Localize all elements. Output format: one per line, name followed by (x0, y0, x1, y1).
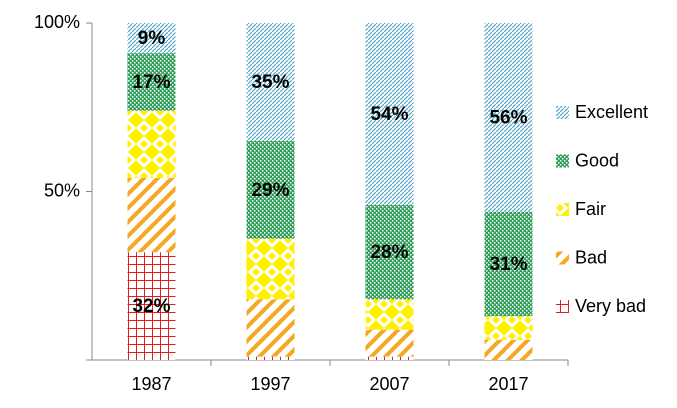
value-label: 17% (132, 72, 170, 93)
bar-segment (246, 299, 295, 357)
bar-segment (127, 23, 176, 54)
value-label: 54% (370, 104, 408, 125)
legend-swatch (556, 203, 569, 216)
bar-segment (127, 110, 176, 179)
legend-swatch (556, 154, 569, 168)
x-tick-label: 2007 (369, 374, 409, 394)
bar-segment (127, 252, 176, 360)
y-tick-label: 100% (34, 12, 80, 32)
x-tick-label: 2017 (488, 374, 528, 394)
legend-label: Very bad (575, 296, 646, 316)
bar-segment (484, 316, 533, 340)
bar-segment (246, 238, 295, 300)
legend-label: Excellent (575, 102, 648, 122)
bar-segment (246, 140, 295, 239)
legend-label: Fair (575, 199, 606, 219)
bar-segment (365, 204, 414, 300)
bar-segment (365, 356, 414, 360)
bar-segment (365, 299, 414, 330)
x-tick-label: 1997 (250, 374, 290, 394)
value-label: 56% (489, 107, 527, 128)
bar-segment (484, 211, 533, 317)
value-label: 9% (138, 28, 166, 49)
value-label: 29% (251, 180, 289, 201)
bar-segment (127, 178, 176, 253)
bar-segment (246, 356, 295, 360)
bar-segment (365, 329, 414, 357)
value-label: 32% (132, 296, 170, 317)
bar-segment (484, 23, 533, 212)
value-label: 31% (489, 254, 527, 275)
legend-swatch (556, 300, 569, 313)
value-label: 35% (251, 72, 289, 93)
value-label: 28% (370, 242, 408, 263)
bar-segment (365, 23, 414, 205)
legend-swatch (556, 251, 569, 265)
bar-segment (484, 339, 533, 360)
x-tick-label: 1987 (131, 374, 171, 394)
legend-label: Good (575, 150, 619, 170)
legend-label: Bad (575, 247, 607, 267)
y-tick-label: 50% (44, 180, 80, 200)
bar-segment (246, 23, 295, 141)
legend-swatch (556, 106, 569, 119)
bar-segment (127, 53, 176, 111)
